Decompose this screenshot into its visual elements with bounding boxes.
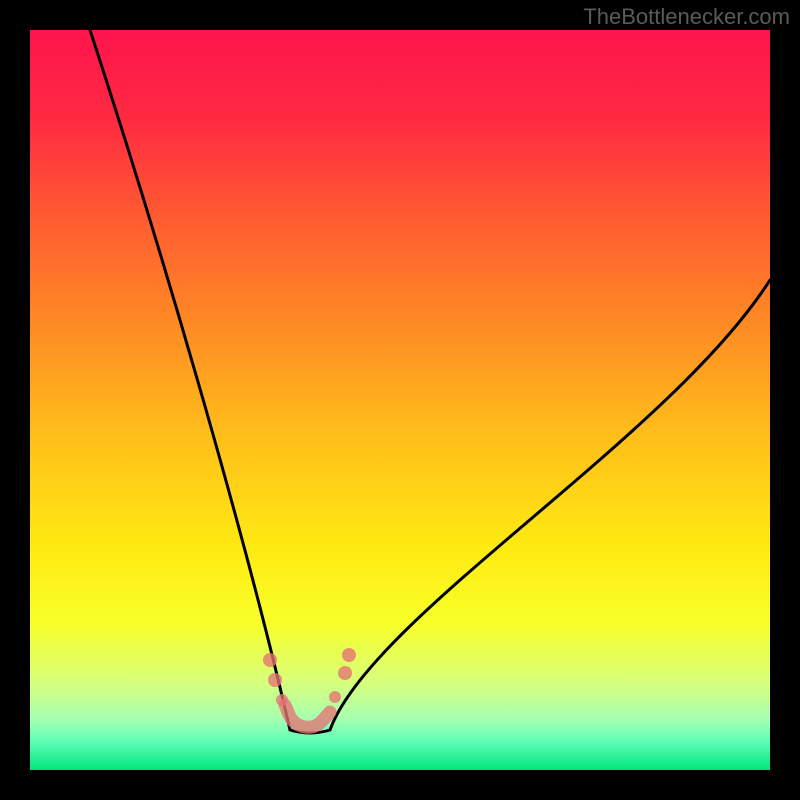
valley-marker-dot <box>342 648 356 662</box>
chart-frame: TheBottlenecker.com <box>0 0 800 800</box>
valley-marker-dot <box>338 666 352 680</box>
bottleneck-chart <box>0 0 800 800</box>
valley-marker-dot <box>263 653 277 667</box>
valley-marker-dot <box>268 673 282 687</box>
valley-marker-dot <box>329 691 341 703</box>
gradient-plot-area <box>30 30 770 770</box>
valley-marker-dot <box>276 694 288 706</box>
